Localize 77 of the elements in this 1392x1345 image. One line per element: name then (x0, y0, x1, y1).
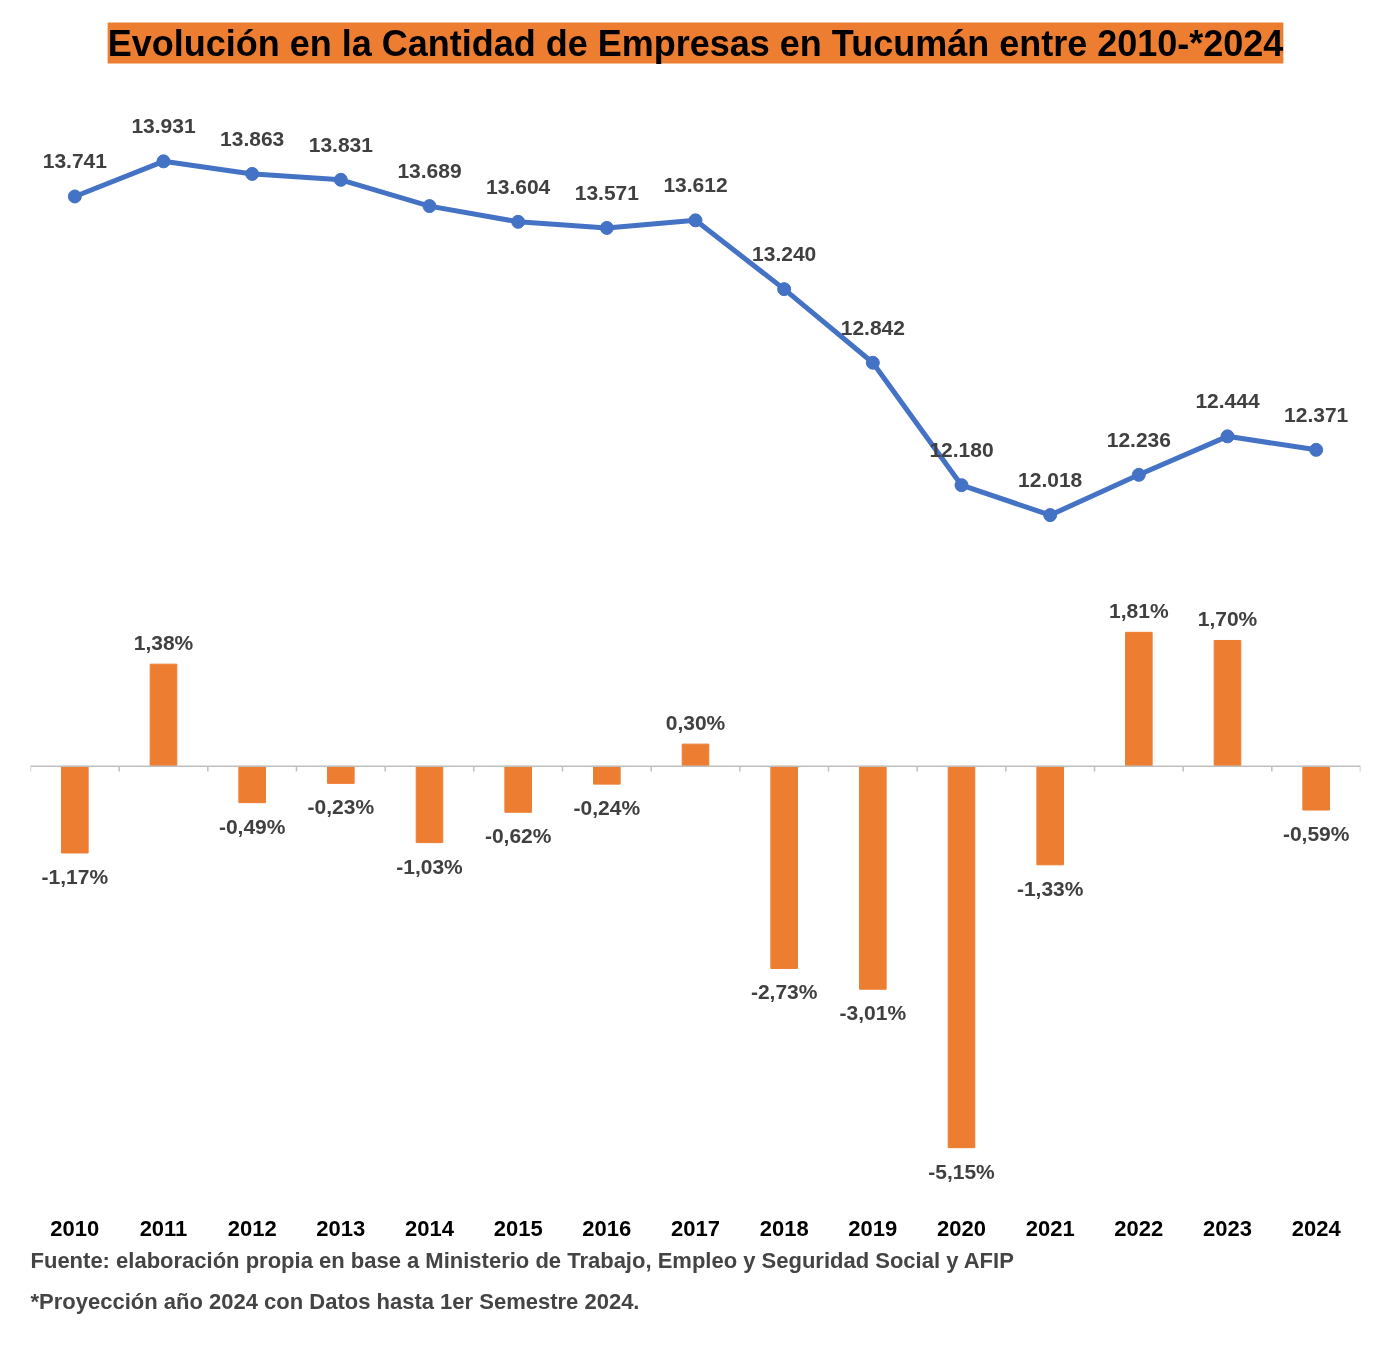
data-label: 13.571 (574, 180, 640, 204)
data-label: -3,01% (839, 1001, 907, 1025)
point (1043, 508, 1058, 523)
data-label: -1,17% (41, 864, 109, 888)
data-label: 12.018 (1018, 468, 1083, 492)
data-label: 1,81% (1109, 599, 1169, 623)
data-label: -5,15% (928, 1159, 996, 1183)
data-label: 13.240 (752, 242, 817, 266)
bar (149, 663, 178, 767)
point (1220, 429, 1235, 444)
bar (504, 765, 532, 813)
bar (327, 765, 355, 784)
bar (1302, 765, 1330, 811)
x-tick-label: 2021 (1025, 1215, 1075, 1241)
data-label: -0,59% (1282, 822, 1350, 846)
data-label: -0,24% (573, 796, 641, 820)
bar (1036, 765, 1064, 866)
chart-title: Evolución en la Cantidad de Empresas en Tucumán entre 2010-*2024 (107, 22, 1284, 64)
data-label: -0,49% (218, 814, 286, 838)
data-label: 13.604 (486, 174, 551, 198)
point (1309, 442, 1324, 457)
data-label: -1,03% (396, 854, 464, 878)
bar (681, 743, 710, 767)
text: *Proyección año 2024 con Datos hasta 1er Semestre 2024. (30, 1288, 640, 1314)
point (688, 213, 703, 228)
point (245, 166, 260, 181)
bar (61, 765, 89, 854)
x-tick-label: 2012 (227, 1215, 277, 1241)
x-tick-label: 2019 (848, 1215, 898, 1241)
x-tick-label: 2018 (759, 1215, 809, 1241)
bar (947, 765, 976, 1149)
bar (859, 765, 887, 990)
data-label: -0,23% (307, 795, 375, 819)
data-label: 1,38% (133, 631, 194, 655)
point (954, 478, 969, 493)
data-label: 13.689 (397, 159, 462, 183)
bar (770, 765, 798, 969)
data-label: 13.741 (42, 149, 108, 173)
point (156, 154, 171, 169)
data-label: -0,62% (484, 824, 552, 848)
source-note: Fuente: elaboración propia en base a Ministerio de Trabajo, Empleo y Seguridad Social y AFIP (30, 1247, 1014, 1273)
data-label: 12.236 (1106, 427, 1171, 451)
data-label: 13.863 (220, 126, 285, 150)
bar (415, 765, 444, 844)
point (422, 199, 437, 214)
bar (1213, 639, 1242, 767)
data-label: 13.931 (131, 114, 196, 138)
point (67, 189, 82, 204)
bar (593, 765, 621, 785)
x-tick-label: 2010 (50, 1215, 100, 1241)
data-label: 0,30% (665, 711, 726, 735)
data-label: 13.612 (663, 173, 728, 197)
x-tick-label: 2011 (139, 1215, 188, 1241)
x-tick-label: 2015 (493, 1215, 543, 1241)
data-label: -2,73% (750, 980, 818, 1004)
x-tick-label: 2023 (1203, 1215, 1252, 1241)
x-tick-label: 2013 (316, 1215, 366, 1241)
point (1131, 467, 1146, 482)
point (333, 172, 348, 187)
x-tick-label: 2024 (1291, 1215, 1342, 1241)
point (511, 214, 526, 229)
point (777, 282, 792, 297)
data-label: 13.831 (308, 132, 374, 156)
data-label: -1,33% (1016, 876, 1084, 900)
x-tick-label: 2020 (937, 1215, 986, 1241)
point (599, 220, 614, 235)
data-label: 12.371 (1284, 402, 1349, 426)
x-tick-label: 2017 (671, 1215, 720, 1241)
x-tick-label: 2014 (405, 1215, 455, 1241)
point (865, 355, 880, 370)
bar (1125, 631, 1153, 767)
bar (238, 765, 266, 804)
data-label: 12.842 (840, 315, 905, 339)
x-tick-label: 2016 (582, 1215, 632, 1241)
x-tick-label: 2022 (1114, 1215, 1164, 1241)
data-label: 1,70% (1197, 607, 1258, 631)
data-label: 12.444 (1195, 389, 1260, 413)
